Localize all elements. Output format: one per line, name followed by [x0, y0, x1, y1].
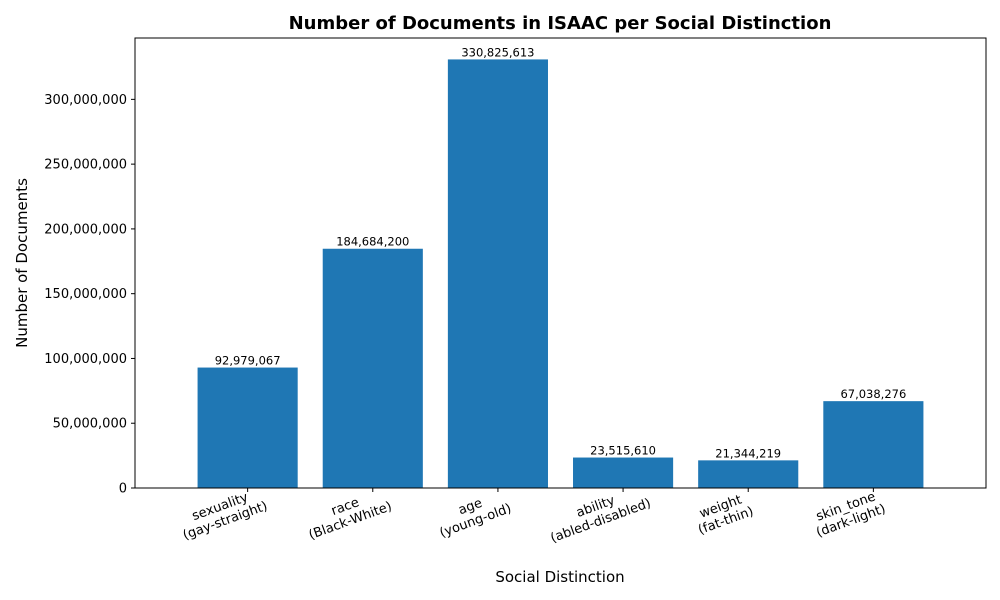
bar [698, 460, 799, 488]
data-label: 23,515,610 [590, 444, 656, 458]
data-label: 330,825,613 [461, 45, 534, 59]
bar [823, 401, 924, 488]
y-tick-label: 100,000,000 [44, 352, 127, 367]
y-axis-label: Number of Documents [13, 178, 31, 348]
bars [197, 59, 924, 488]
y-tick-label: 300,000,000 [44, 93, 127, 108]
y-tick-label: 50,000,000 [53, 417, 127, 432]
y-tick-label: 200,000,000 [44, 222, 127, 237]
bar [573, 457, 674, 488]
bar [447, 59, 548, 488]
y-tick-label: 150,000,000 [44, 287, 127, 302]
data-label: 184,684,200 [336, 235, 409, 249]
x-tick-label: ability(abled-disabled) [543, 482, 653, 546]
x-axis: sexuality(gay-straight) race(Black-White)… [176, 482, 888, 546]
y-tick-label: 250,000,000 [44, 158, 127, 173]
y-axis: 0 50,000,000 100,000,000 150,000,000 200,000… [44, 93, 135, 497]
x-axis-label: Social Distinction [495, 568, 624, 586]
bar [197, 367, 298, 488]
x-tick-label: sexuality(gay-straight) [176, 485, 270, 544]
data-labels: 92,979,067 184,684,200 330,825,613 23,515,6… [215, 45, 907, 460]
bar [322, 248, 423, 488]
y-tick-label: 0 [119, 482, 127, 497]
x-tick-label: age(young-old) [433, 487, 514, 541]
data-label: 21,344,219 [715, 446, 781, 460]
x-tick-label: weight(fat-thin) [691, 490, 755, 538]
x-tick-label: skin_tone(dark-light) [809, 488, 888, 541]
plot-frame [134, 37, 987, 489]
data-label: 67,038,276 [840, 387, 906, 401]
x-tick-label: race(Black-White) [302, 485, 394, 543]
chart-title: Number of Documents in ISAAC per Social … [289, 13, 832, 34]
data-label: 92,979,067 [215, 354, 281, 368]
